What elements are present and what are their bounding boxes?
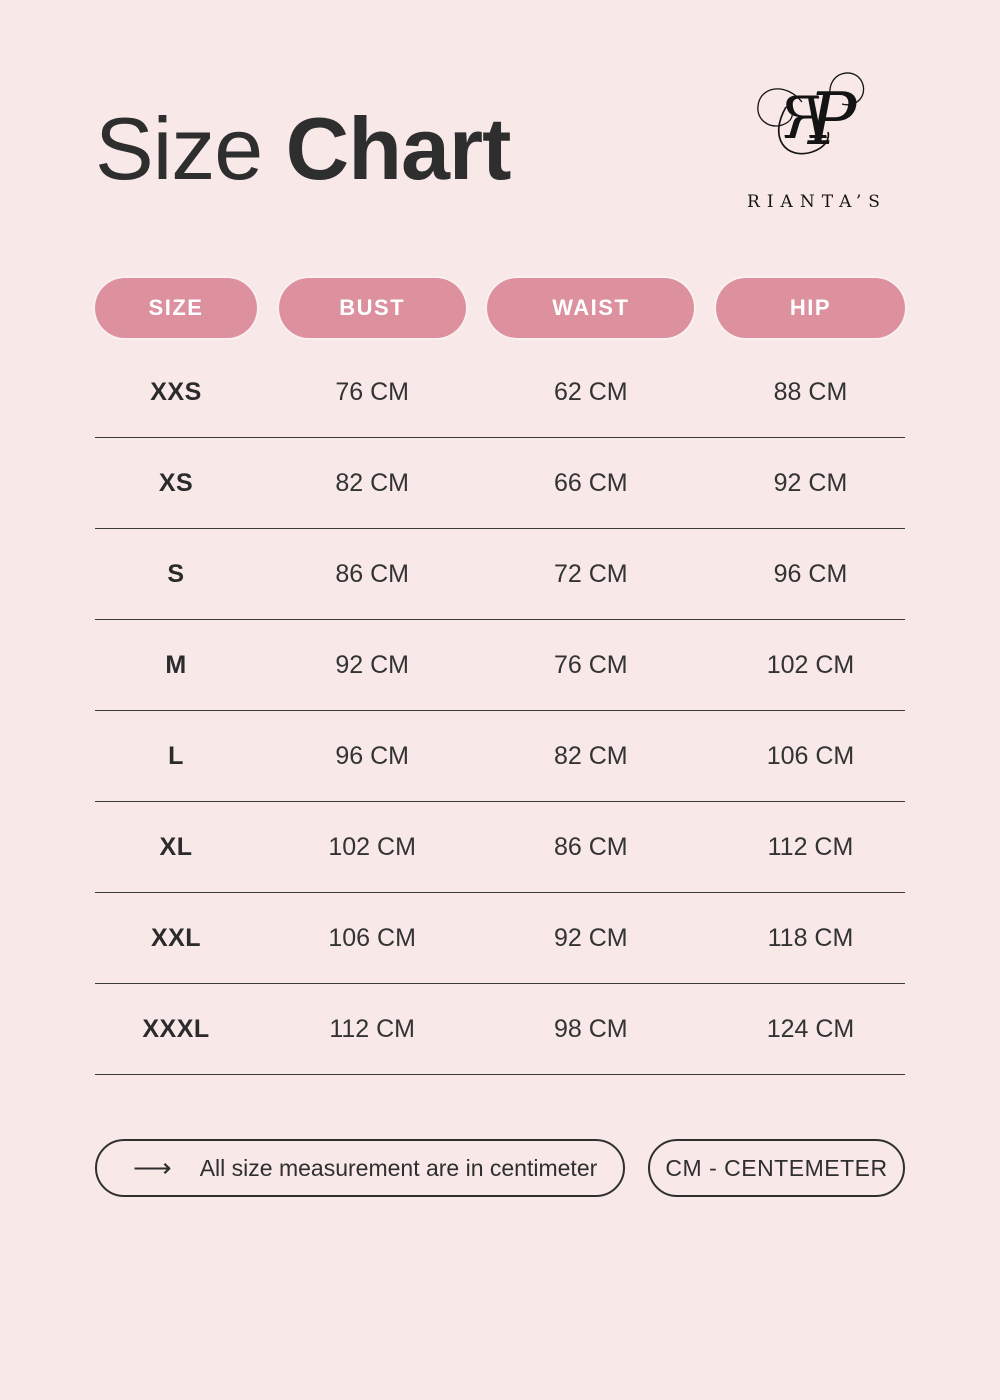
size-label: XS (158, 468, 194, 497)
table-row: XS 82 CM 66 CM 92 CM (95, 438, 905, 529)
bust-value: 82 CM (335, 468, 409, 497)
waist-value: 76 CM (553, 650, 628, 679)
size-label: XXS (150, 377, 202, 406)
hip-value: 112 CM (767, 832, 854, 861)
size-label: XXL (150, 923, 202, 952)
column-header-bust: BUST (278, 278, 466, 338)
column-header-hip: HIP (715, 278, 905, 338)
table-row: XL 102 CM 86 CM 112 CM (95, 802, 905, 893)
table-body: XXS 76 CM 62 CM 88 CM XS 82 CM 66 CM 92 … (95, 347, 905, 1075)
hip-value: 92 CM (773, 468, 848, 497)
bust-value: 96 CM (335, 741, 409, 770)
bust-value: 86 CM (335, 559, 409, 588)
table-row: L 96 CM 82 CM 106 CM (95, 711, 905, 802)
size-label: XL (159, 832, 193, 861)
size-table: SIZE BUST WAIST HIP XXS 76 CM 62 CM 88 C… (95, 278, 905, 1075)
bust-value: 106 CM (328, 923, 416, 952)
size-label: M (165, 650, 187, 679)
waist-value: 98 CM (553, 1014, 628, 1043)
table-row: M 92 CM 76 CM 102 CM (95, 620, 905, 711)
bust-value: 102 CM (328, 832, 416, 861)
waist-value: 86 CM (553, 832, 628, 861)
svg-text:P: P (806, 77, 858, 161)
waist-value: 72 CM (553, 559, 628, 588)
waist-value: 82 CM (553, 741, 628, 770)
table-row: XXL 106 CM 92 CM 118 CM (95, 893, 905, 984)
size-label: S (167, 559, 185, 588)
hip-value: 106 CM (766, 741, 855, 770)
measurement-note-pill: ⟶ All size measurement are in centimeter (95, 1139, 625, 1197)
brand-monogram-icon: R P (757, 72, 865, 161)
waist-value: 92 CM (553, 923, 628, 952)
column-header-size: SIZE (95, 278, 257, 338)
column-header-waist: WAIST (487, 278, 695, 338)
table-row: XXS 76 CM 62 CM 88 CM (95, 347, 905, 438)
size-label: L (168, 741, 184, 770)
hip-value: 96 CM (773, 559, 848, 588)
hip-value: 102 CM (766, 650, 855, 679)
svg-text:R: R (782, 84, 827, 152)
page-title-light: Size (95, 99, 263, 198)
waist-value: 62 CM (553, 377, 628, 406)
size-label: XXXL (142, 1014, 210, 1043)
page-title: Size Chart (95, 98, 512, 199)
waist-value: 66 CM (553, 468, 628, 497)
bust-value: 112 CM (329, 1014, 415, 1043)
brand-name: RIANTA’S (747, 192, 887, 212)
unit-legend-pill: CM - CENTEMETER (648, 1139, 905, 1197)
footer: ⟶ All size measurement are in centimeter… (95, 1139, 905, 1197)
brand-logo: R P RIANTA’S (722, 60, 912, 212)
bust-value: 76 CM (335, 377, 409, 406)
hip-value: 118 CM (767, 923, 854, 952)
hip-value: 88 CM (773, 377, 848, 406)
table-row: S 86 CM 72 CM 96 CM (95, 529, 905, 620)
measurement-note-text: All size measurement are in centimeter (199, 1154, 598, 1181)
hip-value: 124 CM (766, 1014, 855, 1043)
unit-legend-text: CM - CENTEMETER (665, 1154, 888, 1181)
table-row: XXXL 112 CM 98 CM 124 CM (95, 984, 905, 1075)
table-header-row: SIZE BUST WAIST HIP (95, 278, 905, 338)
arrow-right-icon: ⟶ (133, 1152, 172, 1183)
bust-value: 92 CM (335, 650, 409, 679)
page-title-bold: Chart (285, 99, 512, 198)
